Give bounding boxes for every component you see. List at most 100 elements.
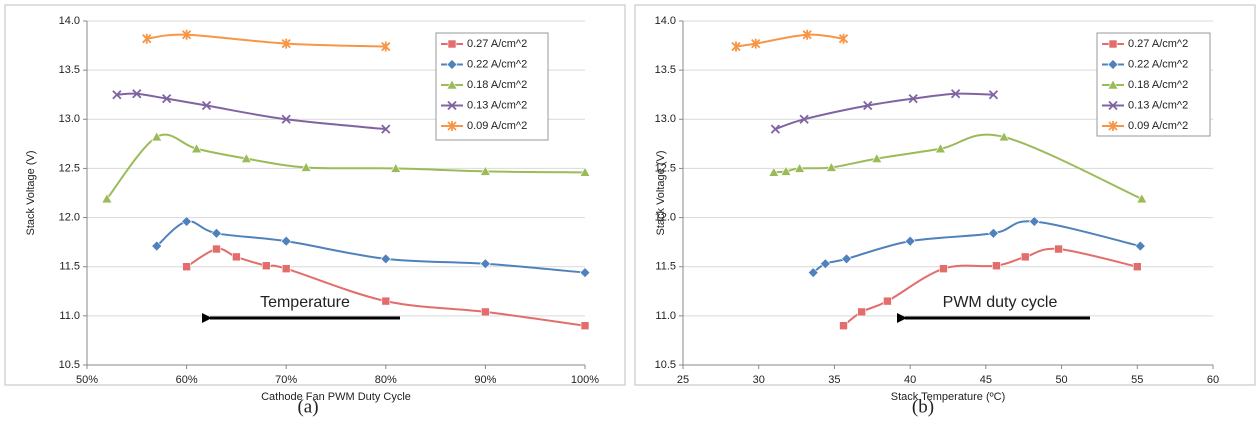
point	[794, 162, 806, 173]
legend-label: 0.22 A/cm^2	[1128, 58, 1188, 70]
point	[731, 41, 741, 52]
annotation: Temperature	[260, 294, 350, 311]
x-tick-label: 70%	[275, 374, 297, 386]
point	[883, 296, 892, 306]
y-tick-label: 14.0	[59, 15, 80, 27]
point	[992, 261, 1001, 271]
series-line	[116, 92, 386, 131]
y-tick-label: 11.5	[59, 261, 80, 273]
point	[1132, 262, 1142, 272]
x-tick-label: 100%	[571, 374, 599, 386]
x-tick-label: 60	[1207, 374, 1219, 386]
point	[481, 307, 490, 317]
y-axis-label: Stack Voltage (V)	[25, 151, 37, 236]
x-tick-label: 35	[828, 374, 840, 386]
annotation: PWM duty cycle	[943, 294, 1058, 311]
legend-label: 0.13 A/cm^2	[467, 99, 527, 111]
point	[479, 258, 491, 270]
y-tick-label: 12.5	[59, 162, 80, 174]
legend-label: 0.13 A/cm^2	[1128, 99, 1188, 111]
caption: (a)	[297, 396, 318, 417]
legend-marker	[1108, 39, 1118, 49]
point	[770, 124, 781, 134]
point	[381, 124, 391, 134]
point	[841, 253, 852, 265]
point	[381, 41, 391, 52]
x-tick-label: 90%	[474, 374, 496, 386]
x-tick-label: 50	[1055, 374, 1067, 386]
point	[908, 94, 918, 104]
point	[191, 143, 203, 154]
point	[819, 258, 831, 270]
point	[232, 252, 241, 262]
legend-label: 0.09 A/cm^2	[1128, 120, 1188, 132]
legend-label: 0.27 A/cm^2	[467, 38, 527, 50]
point	[132, 89, 142, 99]
point	[838, 33, 849, 44]
point	[390, 162, 402, 173]
point	[998, 131, 1010, 142]
point	[240, 152, 252, 163]
legend-label: 0.18 A/cm^2	[1128, 79, 1188, 91]
caption: (b)	[912, 396, 934, 417]
point	[281, 114, 291, 124]
point	[281, 264, 291, 273]
y-tick-label: 10.5	[655, 359, 676, 371]
point	[280, 235, 292, 247]
point	[988, 90, 999, 100]
point	[142, 33, 152, 44]
point	[988, 227, 999, 239]
y-tick-label: 13.0	[59, 113, 80, 125]
series-line	[156, 220, 586, 274]
x-tick-label: 55	[1131, 374, 1143, 386]
legend-label: 0.22 A/cm^2	[467, 58, 527, 70]
point	[939, 264, 948, 273]
point	[863, 100, 873, 111]
x-tick-label: 40	[904, 374, 916, 386]
x-tick-label: 50%	[76, 374, 98, 386]
y-tick-label: 12.5	[655, 162, 676, 174]
legend-marker	[447, 100, 457, 111]
series-line	[735, 33, 844, 48]
y-tick-label: 11.0	[655, 310, 676, 322]
x-tick-label: 30	[753, 374, 765, 386]
panel-frame	[4, 4, 626, 386]
legend-label: 0.09 A/cm^2	[467, 120, 527, 132]
point	[381, 296, 391, 306]
point	[201, 100, 212, 111]
y-tick-label: 13.0	[655, 113, 676, 125]
point	[751, 38, 761, 49]
point	[151, 131, 163, 142]
point	[857, 307, 866, 317]
legend-marker	[1107, 59, 1119, 70]
y-axis-label: Stack Voltage (V)	[655, 151, 667, 236]
legend-marker	[446, 79, 458, 90]
point	[904, 235, 916, 247]
y-tick-label: 11.5	[655, 261, 676, 273]
point	[181, 29, 192, 40]
series-line	[842, 247, 1138, 327]
legend-marker	[1108, 100, 1118, 111]
x-tick-label: 45	[980, 374, 992, 386]
point	[579, 267, 591, 279]
point	[802, 29, 812, 40]
point	[151, 240, 163, 252]
x-axis-label: Stack Temperature (ºC)	[891, 391, 1005, 403]
point	[807, 267, 819, 279]
point	[212, 244, 221, 254]
y-tick-label: 12.0	[655, 211, 676, 223]
point	[825, 161, 837, 172]
panel-frame	[634, 4, 1256, 386]
legend-marker	[1108, 121, 1118, 131]
y-tick-label: 13.5	[59, 64, 80, 76]
point	[380, 253, 392, 265]
y-tick-label: 11.0	[59, 310, 80, 322]
point	[1020, 252, 1030, 262]
x-axis-label: Cathode Fan PWM Duty Cycle	[261, 391, 411, 403]
point	[580, 321, 590, 330]
point	[780, 165, 792, 176]
point	[839, 321, 848, 330]
legend-marker	[1107, 79, 1119, 90]
